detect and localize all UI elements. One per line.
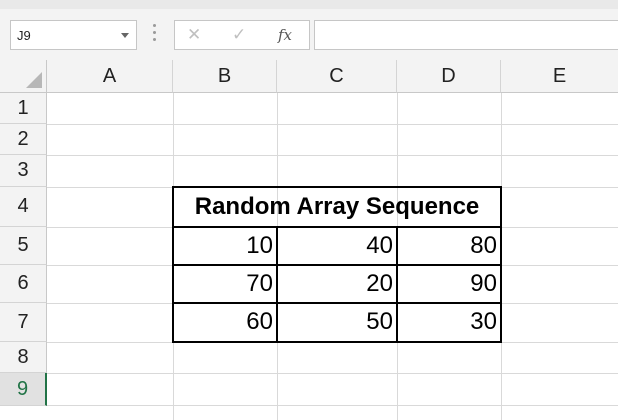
gridline [47,405,618,406]
table-cell[interactable]: 20 [366,270,393,297]
column-header-b[interactable]: B [173,60,277,93]
row-header-4[interactable]: 4 [0,187,47,227]
row-header-1[interactable]: 1 [0,93,47,124]
formula-bar-area: J9 ✕ ✓ fx [0,0,618,60]
name-box[interactable]: J9 [10,20,137,50]
formula-controls: ✕ ✓ fx [174,20,310,50]
table-border [172,186,502,188]
gridline [47,373,618,374]
column-header-d[interactable]: D [397,60,501,93]
table-cell[interactable]: 10 [246,232,273,259]
table-border [172,186,174,343]
table-border [172,341,502,343]
gridline [47,124,618,125]
column-header-a[interactable]: A [47,60,173,93]
row-header-9[interactable]: 9 [0,373,47,406]
row-header-6[interactable]: 6 [0,265,47,303]
table-cell[interactable]: 80 [470,232,497,259]
table-border [500,186,502,343]
ribbon-edge [0,0,618,9]
column-header-e[interactable]: E [501,60,618,93]
insert-function-icon[interactable]: fx [278,26,293,44]
cancel-icon[interactable]: ✕ [187,25,202,44]
select-all-icon [26,72,42,88]
row-header-3[interactable]: 3 [0,155,47,187]
table-border [172,264,502,266]
table-cell[interactable]: 30 [470,308,497,335]
row-header-8[interactable]: 8 [0,342,47,373]
table-title-cell[interactable]: Random Array Sequence [194,193,480,220]
table-border [172,226,502,228]
table-cell[interactable]: 50 [366,308,393,335]
enter-icon[interactable]: ✓ [232,25,247,44]
table-cell[interactable]: 60 [246,308,273,335]
table-cell[interactable]: 90 [470,270,497,297]
row-header-7[interactable]: 7 [0,303,47,342]
table-border [276,226,278,343]
column-header-c[interactable]: C [277,60,397,93]
name-box-value: J9 [17,28,31,43]
table-border [172,302,502,304]
gridline [47,155,618,156]
chevron-down-icon[interactable] [121,33,129,38]
select-all-button[interactable] [0,60,47,93]
row-header-2[interactable]: 2 [0,124,47,155]
drag-handle-icon[interactable] [153,24,157,44]
table-cell[interactable]: 40 [366,232,393,259]
table-cell[interactable]: 70 [246,270,273,297]
table-border [396,226,398,343]
row-header-5[interactable]: 5 [0,227,47,265]
formula-input[interactable] [314,20,618,50]
